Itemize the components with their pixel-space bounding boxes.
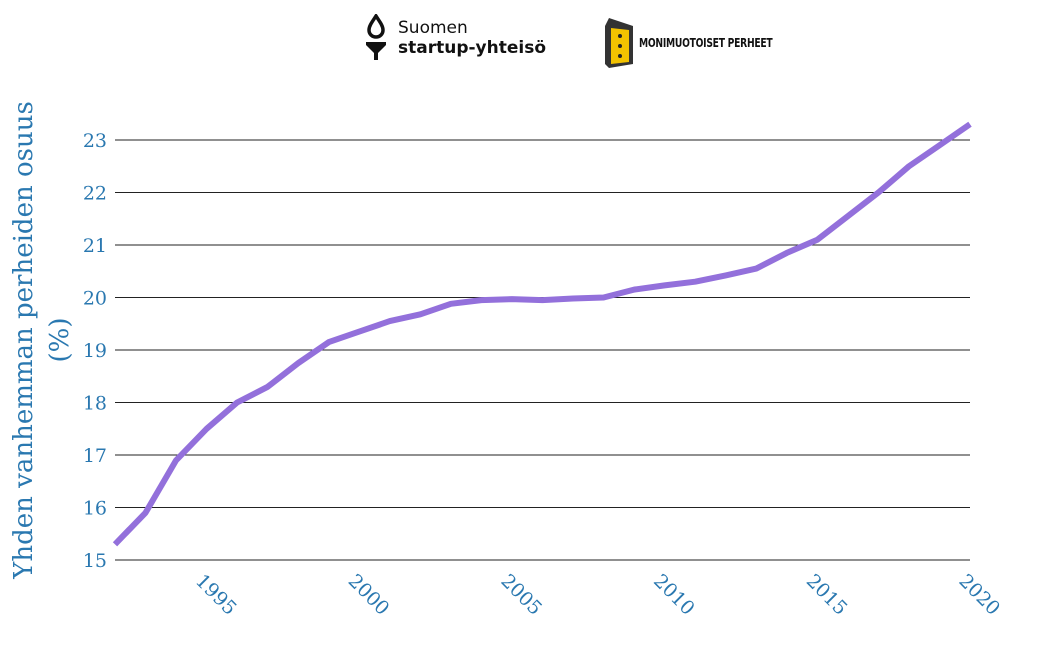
y-tick-label: 22 (83, 183, 107, 205)
gridlines (115, 139, 970, 561)
x-tick-label: 2015 (802, 570, 852, 620)
monimuotoiset-perheet-logo: MONIMUOTOISET PERHEET (603, 18, 796, 68)
y-tick-label: 18 (83, 393, 107, 415)
perheet-text: MONIMUOTOISET PERHEET (639, 36, 773, 50)
y-tick-label: 21 (83, 235, 107, 257)
y-tick-label: 23 (83, 130, 107, 152)
perheet-house-icon (605, 18, 633, 68)
x-tick-label: 2000 (344, 570, 394, 620)
x-tick-label: 2020 (954, 570, 1004, 620)
x-tick-label: 2010 (649, 570, 699, 620)
x-axis-ticks: 1995 2000 2005 2010 2015 2020 (191, 570, 1004, 620)
y-tick-label: 16 (83, 498, 107, 520)
x-tick-label: 2005 (496, 570, 546, 620)
y-tick-label: 20 (83, 288, 107, 310)
y-axis-ticks: 15 16 17 18 19 20 21 22 23 (83, 130, 107, 572)
y-tick-label: 19 (83, 340, 107, 362)
logo-bar: Suomen startup-yhteisö MONIMUOTOISET PER… (0, 0, 1050, 80)
startup-text-block: Suomen startup-yhteisö (398, 18, 546, 58)
startup-line1: Suomen (398, 18, 468, 38)
x-tick-label: 1995 (191, 570, 241, 620)
y-axis-label-line1: Yhden vanhemman perheiden osuus (9, 101, 39, 580)
y-tick-label: 15 (83, 550, 107, 572)
y-tick-label: 17 (83, 445, 107, 467)
y-axis-label-line2: (%) (45, 318, 75, 363)
suomen-startup-yhteiso-logo: Suomen startup-yhteisö (364, 14, 546, 62)
startup-drop-icon (366, 14, 386, 60)
series-line (112, 121, 972, 547)
startup-line2: startup-yhteisö (398, 38, 547, 58)
